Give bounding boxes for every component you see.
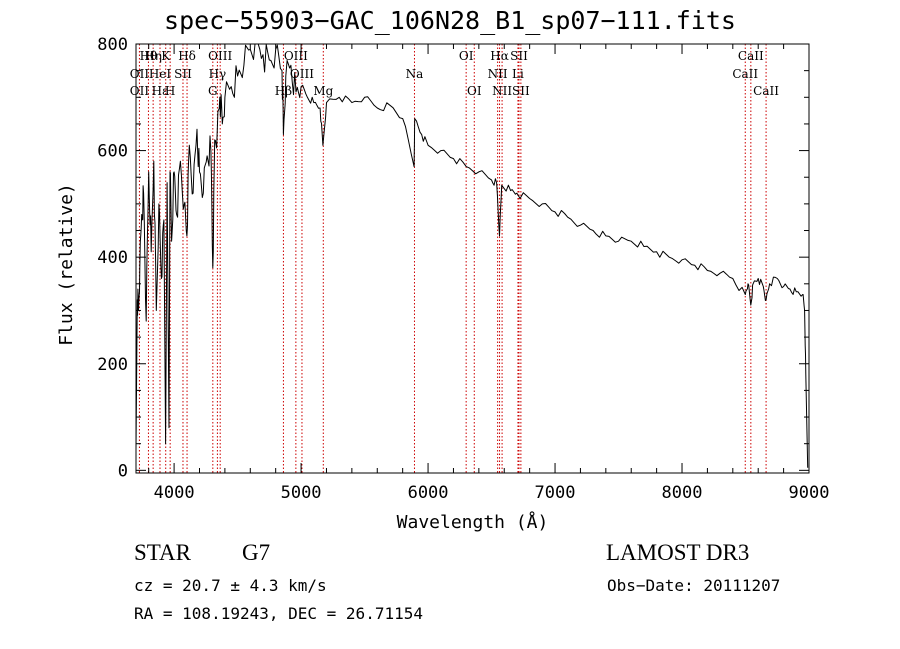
y-axis-label: Flux (relative): [56, 183, 77, 346]
line-marker-label: Na: [406, 67, 424, 81]
line-marker-label: OIII: [284, 49, 308, 63]
line-marker-label: G: [208, 84, 218, 98]
line-marker-label: Li: [512, 67, 524, 81]
line-marker-label: NII: [488, 67, 508, 81]
line-marker-label: OIII: [208, 49, 232, 63]
coordinates-text: RA = 108.19243, DEC = 26.71154: [134, 604, 423, 623]
obs-date: Obs−Date: 20111207: [607, 576, 781, 595]
x-tick-label: 5000: [281, 483, 322, 503]
line-marker-label: H: [165, 84, 175, 98]
chart-title: spec−55903−GAC_106N28_B1_sp07−111.fits: [164, 6, 736, 35]
x-tick-label: 7000: [535, 483, 576, 503]
line-marker-label: Hα: [490, 49, 509, 63]
line-marker-label: OII: [130, 67, 150, 81]
line-marker-label: K: [161, 49, 171, 63]
line-marker-label: CaII: [753, 84, 779, 98]
x-axis-label: Wavelength (Å): [397, 511, 549, 533]
line-marker-label: SII: [510, 49, 528, 63]
line-marker-label: Hη: [144, 49, 162, 63]
object-class: STAR: [134, 540, 191, 565]
y-tick-label: 200: [97, 355, 128, 375]
y-tick-label: 0: [118, 461, 128, 481]
x-tick-label: 6000: [408, 483, 449, 503]
line-marker-label: Hε: [152, 84, 169, 98]
line-marker-label: HeI: [149, 67, 172, 81]
line-marker-label: Hβ: [275, 84, 292, 98]
x-tick-label: 8000: [662, 483, 703, 503]
y-tick-label: 800: [97, 35, 128, 55]
spectrum-line: [135, 43, 809, 468]
survey-name: LAMOST DR3: [606, 540, 750, 565]
line-marker-label: SII: [174, 67, 192, 81]
line-marker-label: OI: [467, 84, 482, 98]
line-marker-label: CaII: [738, 49, 764, 63]
y-tick-label: 400: [97, 248, 128, 268]
line-marker-label: Hθ: [140, 49, 158, 63]
line-marker-label: CaII: [732, 67, 758, 81]
line-marker-label: OII: [130, 84, 150, 98]
line-marker-label: Hδ: [178, 49, 196, 63]
line-marker-label: Hγ: [209, 67, 227, 81]
plot-frame: [135, 43, 810, 474]
line-marker-label: NII: [492, 84, 512, 98]
object-subclass: G7: [242, 540, 271, 565]
y-tick-label: 600: [97, 142, 128, 162]
line-marker-label: OI: [459, 49, 474, 63]
line-marker-label: OIII: [290, 67, 314, 81]
x-tick-label: 4000: [154, 483, 195, 503]
line-marker-label: SII: [512, 84, 530, 98]
x-tick-label: 9000: [789, 483, 830, 503]
redshift-text: cz = 20.7 ± 4.3 km/s: [134, 576, 327, 595]
line-marker-label: Mg: [313, 84, 333, 98]
